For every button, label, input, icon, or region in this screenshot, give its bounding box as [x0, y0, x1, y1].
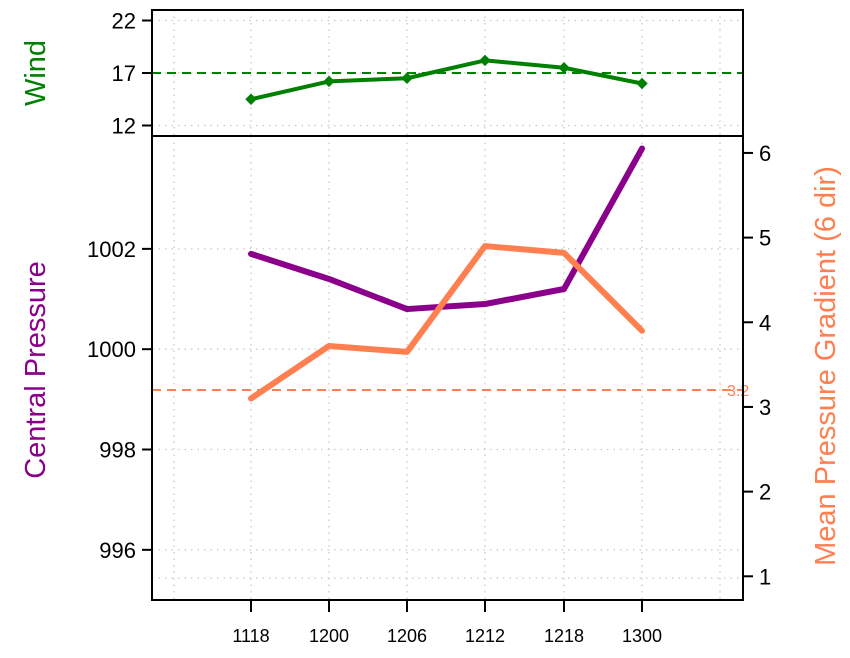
gradient-tick-label-4: 5: [759, 226, 771, 251]
wind-marker-0: [245, 93, 257, 105]
wind-tick-label-0: 12: [112, 114, 136, 139]
gradient-tick-label-1: 2: [759, 480, 771, 505]
central-pressure-line: [248, 145, 645, 313]
pressure-gradient-line: [248, 243, 645, 402]
pressure-tick-label-1: 998: [99, 438, 136, 463]
pressure-tick-label-2: 1000: [87, 337, 136, 362]
gradient-tick-label-3: 4: [759, 310, 771, 335]
gradient-tick-label-2: 3: [759, 395, 771, 420]
axis-labels: Wind Central Pressure Mean Pressure Gradie…: [20, 40, 842, 566]
wind-marker-2: [401, 72, 413, 84]
x-tick-label-5: 1300: [622, 626, 662, 646]
reference-lines: 3.2: [152, 72, 749, 400]
bottom-panel-frame: [151, 135, 744, 601]
pressure-gradient-axis-title: Mean Pressure Gradient (6 dir): [810, 166, 842, 566]
pressure-tick-label-0: 996: [99, 538, 136, 563]
wind-tick-label-1: 17: [112, 61, 136, 86]
x-tick-label-1: 1200: [309, 626, 349, 646]
wind-marker-1: [323, 75, 335, 88]
wind-marker-3: [479, 54, 491, 67]
wind-line: [250, 58, 643, 102]
wind-axis-title: Wind: [20, 40, 52, 106]
series-layer: [245, 54, 648, 402]
central-pressure-axis-title: Central Pressure: [20, 261, 52, 479]
wind-tick-label-2: 22: [112, 9, 136, 34]
x-tick-label-4: 1218: [544, 626, 584, 646]
gradient-tick-label-5: 6: [759, 141, 771, 166]
x-tick-label-0: 1118: [232, 626, 269, 646]
x-tick-label-3: 1212: [465, 626, 505, 646]
wind-marker-5: [636, 77, 648, 90]
x-tick-label-2: 1206: [387, 626, 427, 646]
gradient-tick-label-0: 1: [759, 564, 771, 589]
gradient-reference-label: 3.2: [727, 383, 749, 400]
wind-marker-4: [558, 62, 570, 74]
pressure-tick-label-3: 1002: [87, 237, 136, 262]
